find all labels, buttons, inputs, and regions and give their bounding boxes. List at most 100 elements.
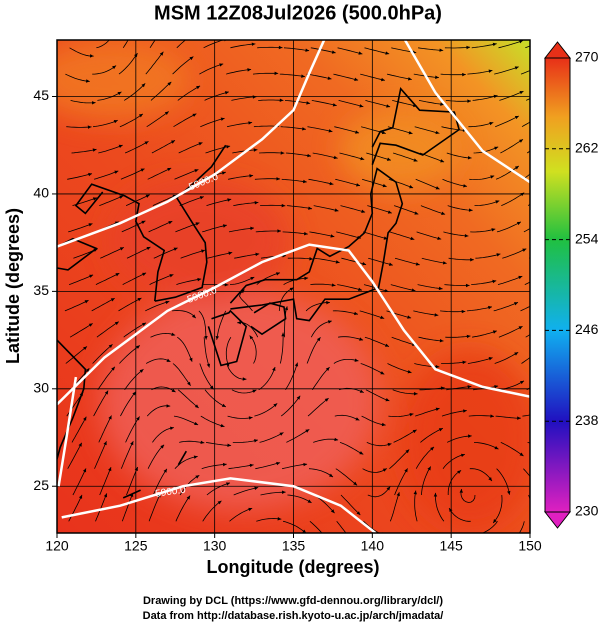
arrowhead <box>405 449 410 454</box>
arrowhead <box>514 302 519 306</box>
streamline <box>337 47 363 55</box>
streamline <box>72 468 87 496</box>
x-tick-label: 140 <box>361 538 385 554</box>
streamline <box>446 152 472 159</box>
streamline <box>472 95 498 101</box>
streamline <box>468 122 494 128</box>
arrowhead <box>328 129 333 133</box>
streamline <box>341 257 367 266</box>
arrowhead <box>359 104 364 108</box>
streamline <box>496 468 510 495</box>
streamline <box>285 362 298 391</box>
streamline <box>337 284 363 291</box>
streamline <box>280 126 306 130</box>
arrowhead <box>83 346 87 351</box>
arrowhead <box>333 155 338 160</box>
streamline <box>255 462 281 470</box>
streamline <box>523 228 530 233</box>
arrowhead <box>273 403 278 408</box>
arrowhead <box>438 286 443 291</box>
arrowhead <box>518 275 523 280</box>
arrowhead <box>221 171 226 175</box>
arrowhead <box>93 248 98 252</box>
streamline <box>258 366 276 391</box>
streamline <box>239 289 253 312</box>
streamline <box>520 305 530 312</box>
arrowhead <box>356 183 360 187</box>
streamline <box>233 487 259 496</box>
arrowhead <box>110 298 115 302</box>
streamline <box>311 366 330 391</box>
contour-line <box>57 376 78 487</box>
arrowhead <box>163 468 167 473</box>
arrowhead <box>488 305 492 310</box>
contour-label: 5900.0 <box>155 485 187 500</box>
arrowhead <box>435 186 440 190</box>
streamline <box>260 491 286 496</box>
streamline <box>364 47 390 55</box>
streamline <box>123 83 146 101</box>
streamline <box>306 337 321 364</box>
arrowhead <box>85 368 90 373</box>
arrowhead <box>196 85 201 90</box>
streamline <box>285 152 312 157</box>
streamline <box>259 432 284 443</box>
streamline <box>338 387 364 393</box>
arrowhead <box>222 224 227 228</box>
streamline <box>314 257 340 263</box>
arrowhead <box>166 358 171 362</box>
arrowhead <box>326 300 330 305</box>
arrowhead <box>496 253 501 257</box>
arrowhead <box>541 64 545 67</box>
streamline <box>96 321 120 338</box>
arrowhead <box>254 439 258 443</box>
arrowhead <box>414 211 419 215</box>
arrowhead <box>242 377 247 381</box>
arrowhead <box>108 344 113 349</box>
arrowhead <box>516 221 521 226</box>
streamline <box>444 284 470 286</box>
arrowhead <box>412 429 417 434</box>
streamline <box>307 397 329 417</box>
arrowhead <box>361 209 366 213</box>
arrowhead <box>301 74 305 78</box>
arrowhead <box>134 467 138 472</box>
arrowhead <box>359 451 364 455</box>
arrowhead <box>277 517 282 521</box>
streamline <box>118 52 138 75</box>
arrowhead <box>195 475 200 479</box>
arrowhead <box>201 249 205 253</box>
streamline <box>283 47 310 52</box>
coastline <box>371 86 461 165</box>
streamline <box>447 470 462 495</box>
streamline <box>471 43 497 49</box>
arrowhead <box>492 279 497 284</box>
arrowhead <box>508 541 512 545</box>
streamline <box>466 306 492 312</box>
streamline <box>121 220 146 233</box>
streamline <box>390 284 416 292</box>
streamline <box>179 440 205 444</box>
streamline <box>71 148 97 154</box>
streamline <box>152 468 168 496</box>
streamline <box>501 192 525 206</box>
streamline <box>471 280 497 285</box>
streamline <box>64 299 89 312</box>
arrowhead <box>250 226 255 231</box>
arrowhead <box>519 40 523 44</box>
arrowhead <box>488 357 493 361</box>
arrowhead <box>488 477 492 482</box>
streamline <box>440 310 466 313</box>
arrowhead <box>440 159 445 163</box>
streamline <box>309 231 335 238</box>
streamline <box>473 146 499 154</box>
arrowhead <box>384 343 389 347</box>
arrowhead <box>168 221 173 225</box>
streamline <box>360 73 385 81</box>
arrowhead <box>466 45 471 50</box>
streamline <box>474 200 500 206</box>
streamline <box>467 357 493 364</box>
arrowhead <box>540 299 544 302</box>
streamline <box>521 356 530 364</box>
streamline <box>227 415 253 419</box>
